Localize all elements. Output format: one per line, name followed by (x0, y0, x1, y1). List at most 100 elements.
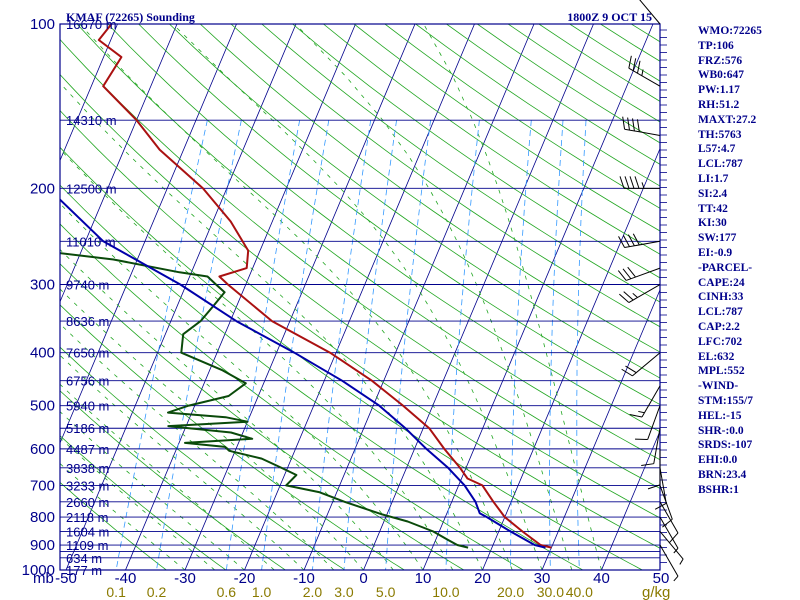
moist-adiabat (423, 24, 602, 570)
isotherm (125, 24, 356, 570)
wind-barb-flag (632, 118, 635, 132)
dry-adiabat (60, 304, 406, 570)
wind-barb-flag (619, 176, 625, 189)
wind-barb-flag (619, 293, 630, 303)
wind-barb-flag (629, 414, 643, 418)
isotherm (601, 430, 660, 570)
mixing-ratio-line (156, 120, 242, 570)
wind-barb-flag (647, 484, 661, 490)
wind-barb-flag (628, 55, 632, 69)
index-row: PW:1.17 (698, 84, 740, 97)
mixing-ratio-label: 40.0 (566, 584, 593, 600)
isotherm (60, 24, 118, 162)
dry-adiabat (60, 73, 660, 519)
pressure-label: 600 (30, 441, 55, 458)
height-label: 177 m (66, 563, 102, 578)
pressure-label: 900 (30, 537, 55, 554)
wind-barb (659, 501, 679, 543)
index-row: SI:2.4 (698, 187, 728, 200)
height-label: 14310 m (66, 113, 117, 128)
height-label: 7650 m (66, 346, 109, 361)
wind-barb (628, 55, 661, 87)
temperature-label: 30 (534, 570, 551, 587)
height-label: 2118 m (66, 510, 108, 525)
dry-adiabat (107, 24, 660, 433)
wind-barb (621, 352, 661, 377)
wind-barb-flag (654, 502, 667, 510)
pressure-label: 1000 (22, 562, 55, 579)
height-label: 12500 m (66, 181, 117, 196)
wind-barb-shaft (659, 485, 673, 520)
wind-barb-shaft (647, 405, 661, 440)
wind-barb-shaft (639, 0, 661, 25)
index-row: L57:4.7 (698, 143, 736, 156)
wind-barb-flag (618, 236, 625, 248)
index-row: HEL:-15 (698, 409, 742, 422)
index-row: BSHR:1 (698, 483, 739, 496)
dry-adiabat (230, 24, 660, 328)
wind-barb-half-flag (641, 69, 644, 76)
dry-adiabat (138, 24, 660, 406)
dry-adiabat (60, 263, 465, 570)
isotherm (244, 24, 475, 570)
wind-barb-flag (634, 176, 640, 189)
wind-barb-shaft (659, 501, 679, 534)
wind-barb-half-flag (632, 292, 638, 298)
height-label: 11010 m (66, 234, 116, 249)
temperature-label: -20 (234, 570, 256, 587)
isotherm (303, 24, 535, 570)
wind-barb-flag (636, 119, 640, 132)
wind-barb (654, 467, 667, 510)
index-row: LCL:787 (698, 158, 743, 171)
wind-barb-shaft (641, 385, 661, 418)
height-label: 5940 m (66, 399, 109, 414)
height-label: 634 m (66, 551, 102, 566)
pressure-label: 300 (30, 277, 55, 294)
isotherm (541, 288, 660, 570)
index-row: EI:-0.9 (698, 246, 733, 259)
index-row: LI:1.7 (698, 172, 729, 185)
wind-barb-shaft (659, 516, 679, 549)
height-label: 2660 m (66, 495, 109, 510)
mixing-ratio-line (311, 120, 372, 570)
dry-adiabat (60, 223, 525, 570)
mixing-ratio-line (549, 120, 564, 570)
index-row: MPL:552 (698, 365, 745, 378)
index-row: -PARCEL- (698, 261, 753, 274)
temperature-label: 10 (415, 570, 432, 587)
mixing-ratio-label: 20.0 (497, 584, 524, 600)
index-row: LFC:702 (698, 335, 743, 348)
dewpoint-profile (60, 252, 469, 549)
wind-barb-half-flag (673, 575, 679, 582)
wind-barb-flag (624, 176, 630, 189)
index-row: SW:177 (698, 232, 737, 245)
stability-indices-panel: WMO:72265 TP:106 FRZ:576 WB0:647 PW:1.17 RH:5… (698, 24, 798, 498)
height-label: 3838 m (66, 461, 109, 476)
isotherm (422, 24, 654, 570)
index-row: STM:155/7 (698, 394, 753, 407)
index-row: CAP:2.2 (698, 320, 740, 333)
height-label: 4487 m (66, 442, 109, 457)
dry-adiabat (60, 146, 644, 570)
plot-frame (59, 23, 661, 571)
pressure-label: 800 (30, 509, 55, 526)
dry-adiabat (60, 435, 227, 570)
height-label: 1604 m (66, 524, 109, 539)
temperature-profile (97, 24, 552, 549)
mixing-ratio-line (115, 120, 208, 570)
dry-adiabat (261, 24, 660, 303)
wind-barb-shaft (659, 544, 679, 577)
mixing-ratio-unit-label: g/kg (642, 584, 670, 600)
dry-adiabat (60, 346, 346, 570)
index-row: TH:5763 (698, 128, 742, 141)
index-row: CAPE:24 (698, 276, 745, 289)
wind-barb (618, 233, 661, 249)
wind-barb-flag (623, 291, 634, 301)
mixing-ratio-label: 10.0 (432, 584, 459, 600)
isotherm (482, 147, 660, 570)
index-row: MAXT:27.2 (698, 113, 757, 126)
wind-barb-flag (622, 268, 632, 280)
height-label: 6756 m (66, 374, 109, 389)
isotherm (60, 24, 237, 445)
wind-barb (639, 0, 661, 25)
